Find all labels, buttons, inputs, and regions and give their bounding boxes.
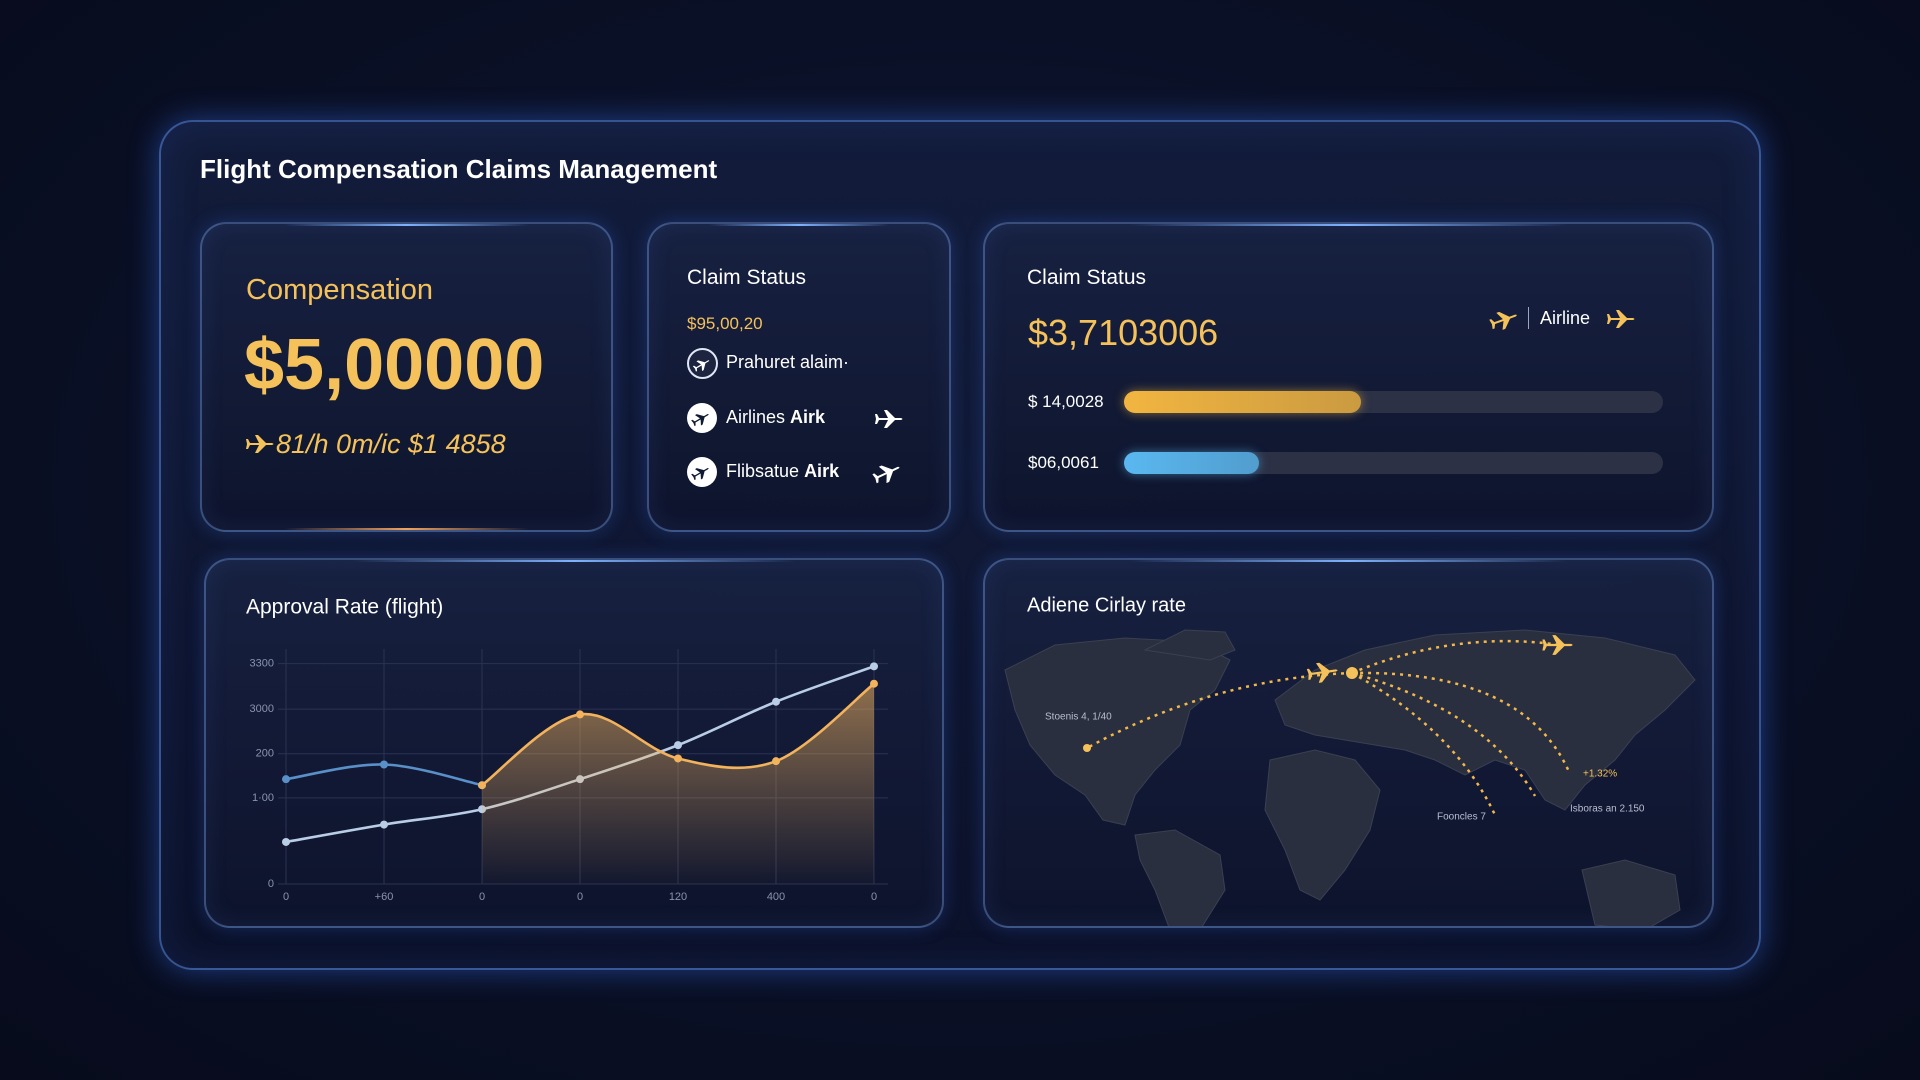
- claim-item-text: Flibsatue: [726, 461, 800, 481]
- routes: [1086, 639, 1572, 816]
- plane-icon: [1488, 306, 1520, 333]
- compensation-amount: $5,00000: [244, 325, 545, 405]
- point: [282, 837, 290, 846]
- map-label: +1.32%: [1583, 769, 1617, 780]
- claim-item: Flibsatue Airk: [726, 461, 839, 482]
- y-tick-label: 3000: [250, 703, 274, 715]
- x-tick-label: 0: [283, 891, 289, 903]
- route-map: Adiene Cirlay rate Stoenis 4, 1/40 +1.32…: [1004, 594, 1696, 926]
- claim-item-text: Airlines: [726, 407, 786, 427]
- bar-label: $ 14,0028: [1028, 392, 1104, 411]
- claim-status-list-card: Claim Status $95,00,20 Prahuret alaim· A…: [647, 222, 951, 532]
- airline-icon: [687, 403, 717, 433]
- bar-track: [1124, 452, 1663, 474]
- x-tick-label: 0: [577, 891, 583, 903]
- y-tick-label: 200: [256, 748, 274, 760]
- world-map: [1004, 629, 1696, 926]
- point: [870, 662, 878, 671]
- compensation-title: Compensation: [246, 274, 433, 306]
- point: [380, 820, 388, 829]
- point: [674, 754, 682, 763]
- x-tick-label: 0: [479, 891, 485, 903]
- y-tick-label: 1·00: [252, 792, 274, 804]
- claim-item: Airlines Airk: [726, 407, 825, 428]
- map-label: Stoenis 4, 1/40: [1045, 712, 1112, 723]
- map-label: Fooncles 7: [1437, 812, 1486, 823]
- line-chart: Approval Rate (flight) 0 +60 0 0 120 400 001·0…: [246, 596, 888, 903]
- card-title: Claim Status: [1027, 266, 1147, 289]
- card-title: Claim Status: [687, 266, 807, 289]
- point: [576, 710, 584, 719]
- point: [772, 697, 780, 706]
- claim-item-strong: Airk: [790, 407, 826, 427]
- point: [772, 757, 780, 766]
- legend-label: Airline: [1540, 308, 1591, 328]
- point: [870, 679, 878, 688]
- claim-amount: $3,7103006: [1028, 312, 1219, 353]
- claim-status-bars-card: Claim Status $3,7103006 Airline $ 14,002…: [983, 222, 1714, 532]
- plane-icon: [690, 463, 712, 483]
- area: [482, 683, 874, 884]
- compensation-detail: 81/h 0m/ic $1 4858: [276, 429, 506, 459]
- point: [478, 781, 486, 790]
- x-tick-label: +60: [375, 891, 394, 903]
- claim-item: Prahuret alaim·: [726, 352, 849, 373]
- progress-bar: [1124, 391, 1362, 413]
- route-marker: [1083, 744, 1091, 752]
- point: [380, 760, 388, 769]
- hub-marker: [1346, 667, 1358, 679]
- x-tick-label: 0: [871, 891, 877, 903]
- plane-icon: [691, 355, 712, 374]
- airline-icon: [687, 457, 717, 487]
- map-card: Adiene Cirlay rate Stoenis 4, 1/40 +1.32…: [983, 558, 1714, 928]
- claim-item-strong: Airk: [804, 461, 840, 481]
- claim-amount: $95,00,20: [687, 314, 763, 333]
- plane-icon: [871, 458, 904, 487]
- y-tick-label: 0: [268, 878, 274, 890]
- x-tick-label: 120: [669, 891, 687, 903]
- progress-bar: [1124, 452, 1259, 474]
- approval-chart-card: Approval Rate (flight) 0 +60 0 0 120 400 0 0 1·0…: [204, 558, 944, 928]
- y-tick-label: 3300: [250, 658, 274, 670]
- claim-item-text: Prahuret alaim·: [726, 352, 850, 372]
- bar-label: $06,0061: [1028, 453, 1099, 472]
- map-title: Adiene Cirlay rate: [1027, 594, 1186, 616]
- plane-icon: [690, 409, 712, 429]
- map-label: Isboras an 2.150: [1570, 804, 1645, 815]
- plane-icon: [1607, 310, 1635, 328]
- plane-icon: [246, 435, 274, 453]
- compensation-card: Compensation $5,00000 81/h 0m/ic $1 4858: [200, 222, 613, 532]
- airline-icon: [687, 348, 718, 379]
- point: [282, 775, 290, 784]
- chart-title: Approval Rate (flight): [246, 596, 443, 619]
- plane-icon: [875, 410, 903, 428]
- dashboard-title: Flight Compensation Claims Management: [200, 154, 718, 184]
- x-tick-label: 400: [767, 891, 785, 903]
- point: [674, 741, 682, 750]
- legend-divider: [1528, 307, 1529, 329]
